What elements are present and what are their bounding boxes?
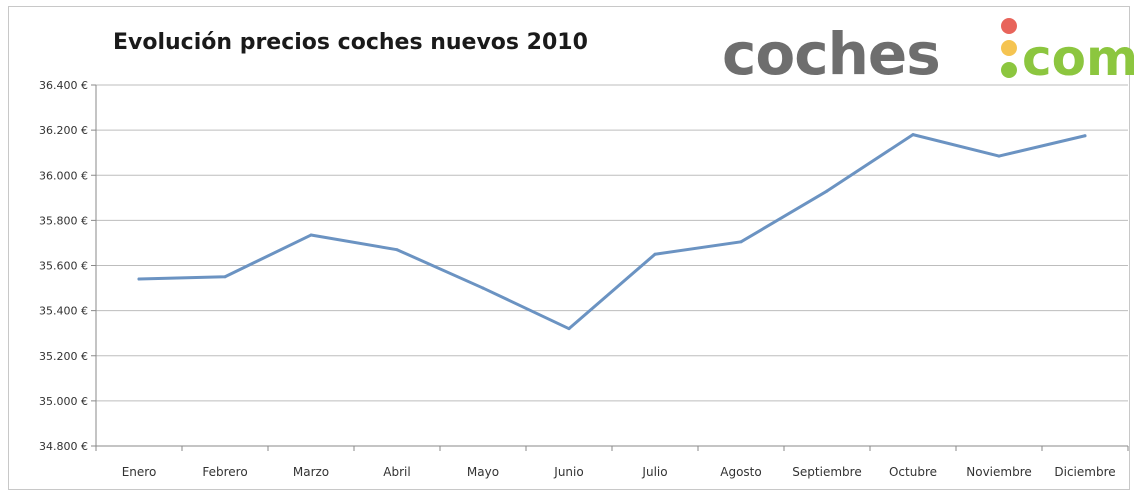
y-tick-label: 35.800 € — [39, 214, 88, 227]
x-tick-label: Junio — [553, 465, 583, 479]
logo-traffic-light-icon — [998, 18, 1020, 90]
x-tick-label: Diciembre — [1054, 465, 1115, 479]
y-tick-label: 36.000 € — [39, 169, 88, 182]
series-layer — [137, 133, 1087, 331]
logo-text: coches — [722, 20, 941, 88]
x-tick-label: Abril — [383, 465, 410, 479]
y-tick-label: 35.600 € — [39, 260, 88, 273]
logo-dot-yellow — [1001, 40, 1017, 56]
series-line — [137, 133, 1087, 331]
data-point — [481, 286, 485, 290]
x-tick-labels: Enero Febrero Marzo Abril Mayo Junio Julio Agos… — [122, 465, 1116, 479]
chart-frame — [8, 6, 1130, 490]
y-tick-labels: 36.400 € 36.200 € 36.000 € 35.800 € 35.600 €… — [39, 79, 88, 453]
chart-title: Evolución precios coches nuevos 2010 — [113, 30, 588, 55]
data-point — [137, 277, 141, 281]
logo-dot-red — [1001, 18, 1017, 34]
x-tick-label: Agosto — [720, 465, 761, 479]
data-point — [653, 252, 657, 256]
x-tick-label: Mayo — [467, 465, 499, 479]
y-tick-label: 34.800 € — [39, 440, 88, 453]
x-tick-label: Julio — [641, 465, 667, 479]
x-tick-label: Noviembre — [966, 465, 1032, 479]
data-point — [309, 233, 313, 237]
logo-tld-text: com — [1022, 29, 1134, 87]
y-tick-label: 35.400 € — [39, 305, 88, 318]
gridlines — [96, 84, 1128, 402]
axes — [91, 84, 1129, 451]
data-point — [825, 189, 829, 193]
y-tick-label: 35.200 € — [39, 350, 88, 363]
y-tick-label: 35.000 € — [39, 395, 88, 408]
data-point — [567, 327, 571, 331]
coches-com-logo: coches com — [722, 18, 1134, 90]
data-point — [911, 133, 915, 137]
y-tick-label: 36.200 € — [39, 124, 88, 137]
data-point — [223, 275, 227, 279]
x-tick-label: Enero — [122, 465, 157, 479]
y-tick-label: 36.400 € — [39, 79, 88, 92]
data-point — [997, 154, 1001, 158]
x-tick-label: Septiembre — [792, 465, 861, 479]
x-tick-label: Octubre — [889, 465, 937, 479]
x-tick-label: Febrero — [202, 465, 247, 479]
data-point — [395, 248, 399, 252]
logo-dot-green — [1001, 62, 1017, 78]
data-point — [739, 240, 743, 244]
x-tick-label: Marzo — [293, 465, 329, 479]
data-point — [1083, 134, 1087, 138]
